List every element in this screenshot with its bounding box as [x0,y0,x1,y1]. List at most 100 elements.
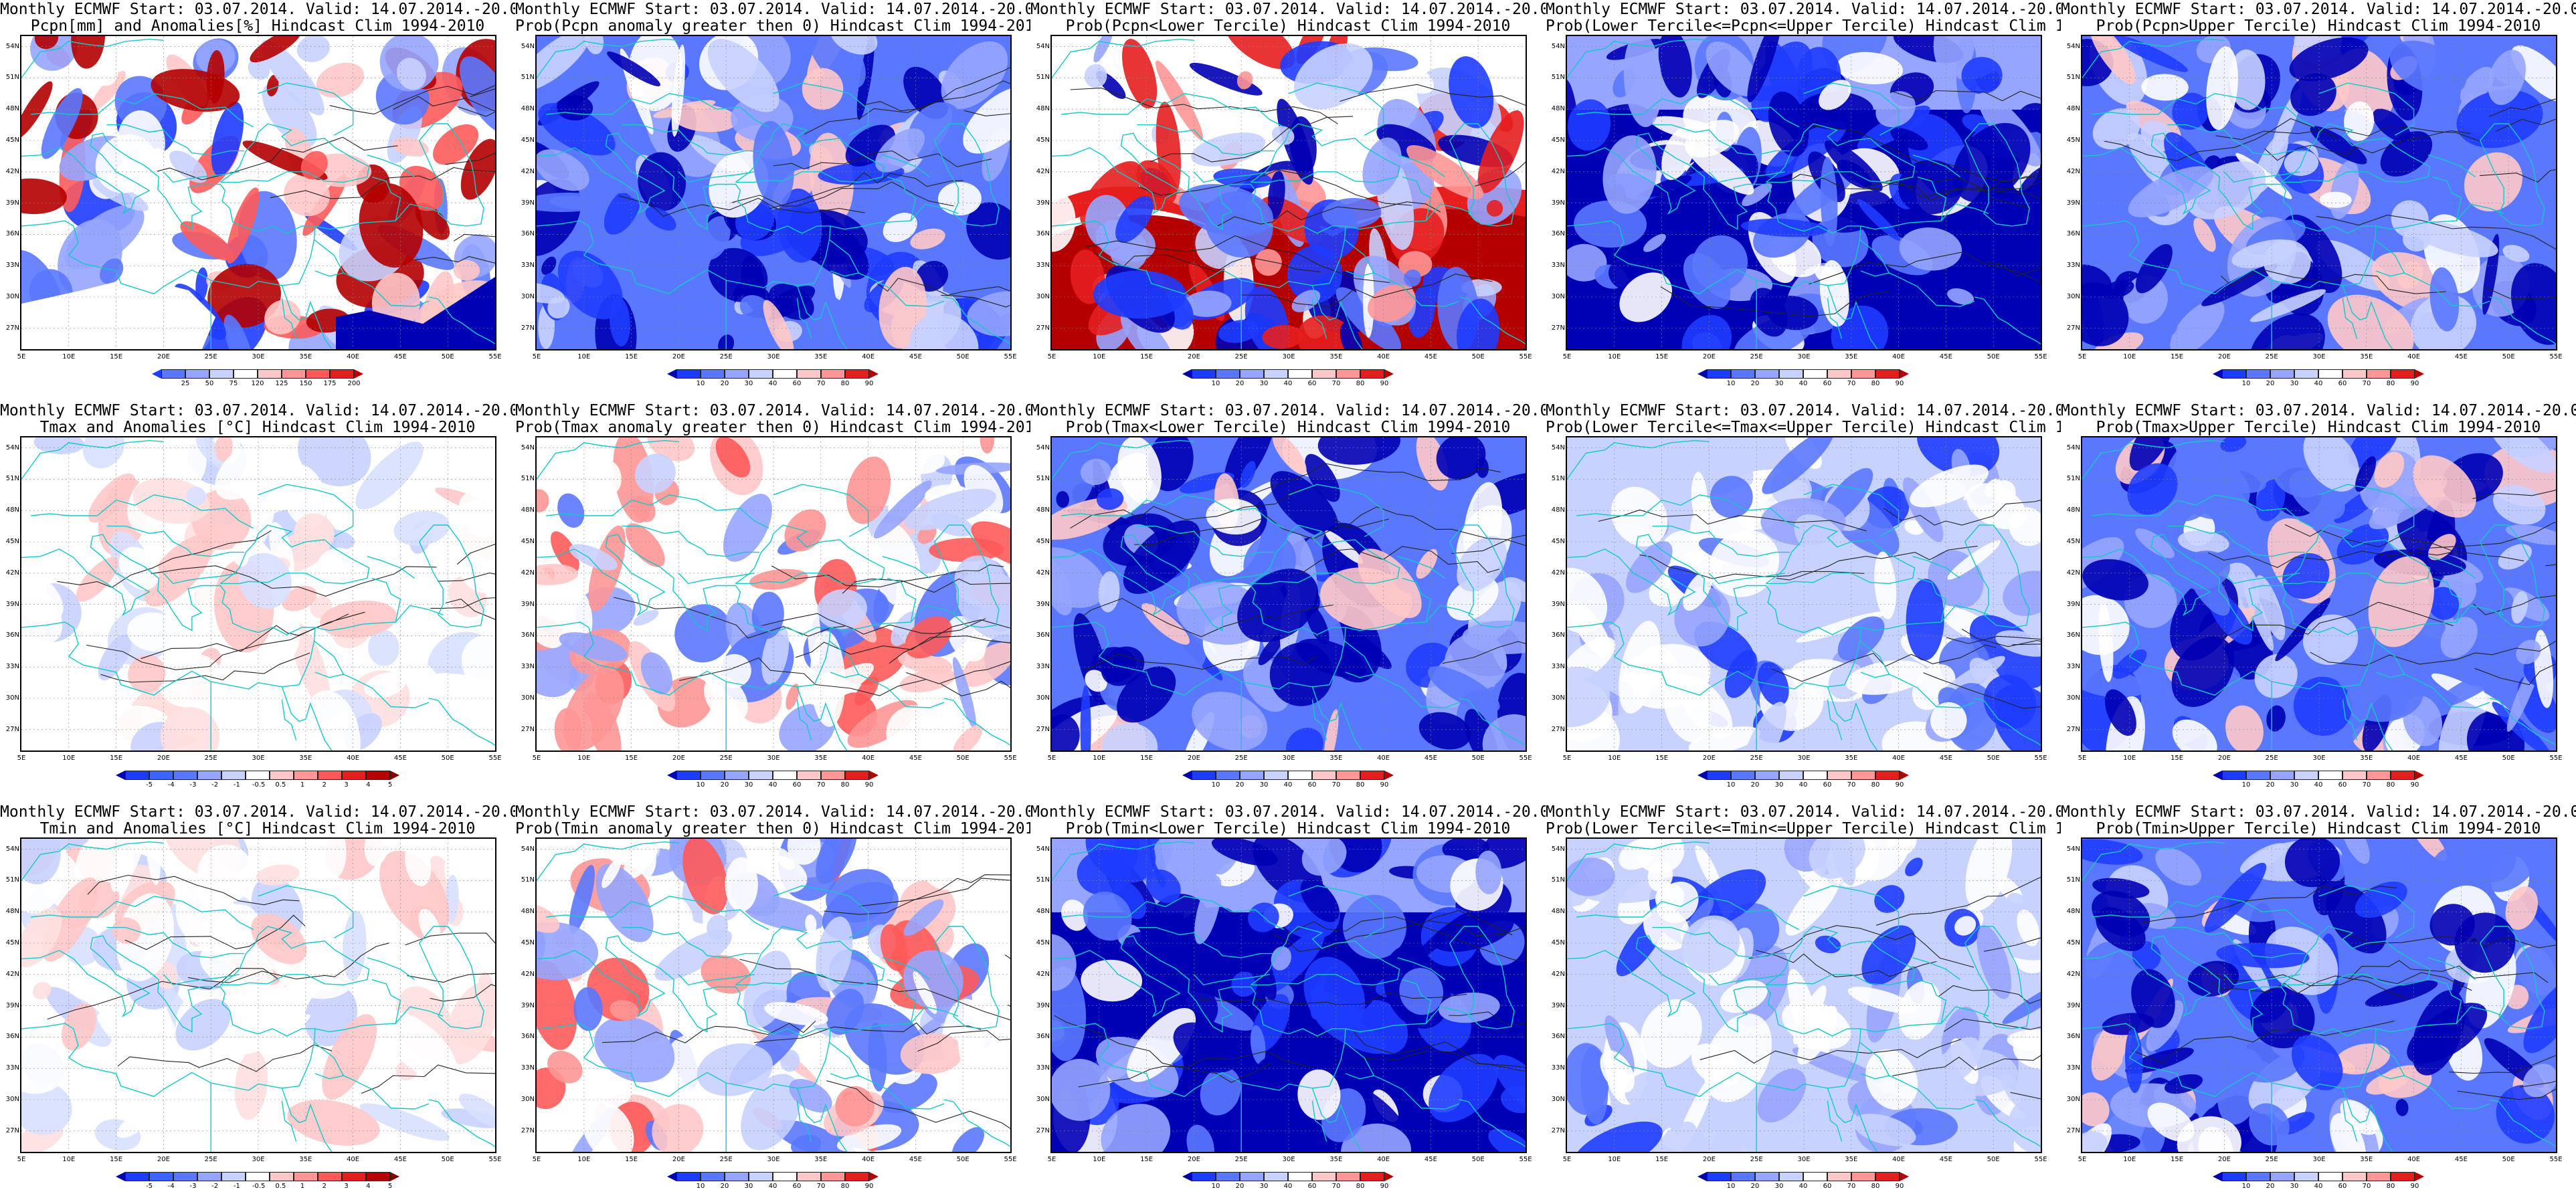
field-patch [1643,233,1666,252]
latitude-label: 51N [1551,74,1565,82]
field-patch [2082,559,2148,601]
latitude-label: 36N [1036,631,1050,639]
contour-line [2140,885,2397,924]
latitude-label: 51N [5,475,19,483]
coastline [1860,176,1947,230]
colorbar-segment [1312,1172,1336,1181]
field-patch [1262,324,1303,349]
coastline [773,484,869,537]
coastline [1765,524,1916,585]
field-patch [1940,870,1968,910]
colorbar-segment [1731,369,1755,379]
coastline [314,1041,430,1110]
colorbar-label: 2 [322,1183,327,1190]
latitude-label: 54N [521,443,535,452]
field-patch [33,437,84,454]
longitude-label: 10E [2123,353,2136,361]
field-patch [1829,839,1856,886]
colorbar-label: 80 [1871,380,1880,387]
contour-line [2316,215,2556,250]
colorbar-label: 90 [864,781,874,789]
coastline [1345,672,1374,678]
colorbar-label: 60 [1823,1183,1832,1190]
longitude-label: 20E [672,755,685,762]
colorbar-label: -1 [233,1183,240,1190]
coastline [910,203,959,221]
colorbar-max-arrow [2415,1172,2424,1181]
coastline [735,926,885,986]
colorbar-min-arrow [2213,1172,2222,1181]
colorbar-segment [749,369,773,379]
forecast-panel: Monthly ECMWF Start: 03.07.2014. Valid: … [1546,401,2061,803]
field-patch [2290,73,2336,116]
field-patch [779,1049,800,1072]
field-patch [901,446,945,474]
contour-line [157,136,398,181]
field-patch [291,622,331,708]
colorbar-segment [2367,369,2391,379]
field-patch [1820,157,1838,247]
latitude-label: 39N [5,199,19,207]
colorbar-min-arrow [1182,1172,1192,1181]
latitude-label: 54N [521,845,535,853]
longitude-label: 40E [1892,1156,1906,1163]
field-patch [1685,120,1740,158]
longitude-label: 40E [347,353,360,361]
colorbar-label: 10 [1211,1183,1220,1190]
latitude-label: 51N [1036,74,1050,82]
field-patch [2188,1041,2237,1078]
coastline [773,82,869,136]
coastline [796,686,848,750]
latitude-label: 36N [1551,631,1565,639]
panel-title: Monthly ECMWF Start: 03.07.2014. Valid: … [2061,1,2576,35]
field-patch [602,858,622,888]
colorbar-segment [1851,369,1875,379]
coastline [2427,957,2476,981]
field-patch [1819,260,1849,327]
field-patch [2429,847,2454,878]
contour-line [1137,169,1412,206]
contour-line [329,85,495,115]
colorbar-label: 10 [1726,1183,1736,1190]
field-patch [415,203,450,240]
coastline [1344,1041,1460,1110]
colorbar-segment [318,771,342,780]
field-patch [21,839,61,885]
contour-line [1748,925,1974,968]
contour-line [1962,629,2041,647]
longitude-label: 30E [1282,353,1295,361]
coastline [2456,605,2504,623]
colorbar: 10 20 30 40 60 70 80 90 [667,771,879,789]
contour-line [1776,545,1978,581]
coastline [367,556,416,579]
field-patch [225,187,260,264]
field-patch [1250,1025,1266,1065]
colorbar-label: 70 [2362,1183,2371,1190]
field-patch [1747,36,1782,102]
latitude-label: 51N [2066,475,2080,483]
field-patch [76,557,118,602]
field-patch [1757,1068,1807,1123]
colorbar-label: 70 [1847,781,1856,789]
field-patch [951,1127,984,1152]
coastline [773,885,869,938]
field-patch [1503,577,1526,603]
coastline [1425,203,1474,221]
colorbar-segment [149,1172,173,1181]
colorbar-segment [1731,771,1755,780]
latitude-label: 54N [5,443,19,452]
colorbar-segment [366,771,390,780]
coastline [1765,926,1916,986]
field-patch [1709,530,1780,597]
coastline [281,686,333,750]
field-patch [1475,850,1502,894]
coastline [314,270,344,277]
field-patch [21,573,48,616]
colorbar-label: 80 [840,1183,850,1190]
longitude-label: 55E [1519,755,1532,762]
field-patch [459,1093,495,1129]
colorbar-label: 90 [1380,380,1389,387]
field-patch [1690,839,1769,855]
field-patch [1192,691,1268,750]
field-patch [1077,849,1131,896]
